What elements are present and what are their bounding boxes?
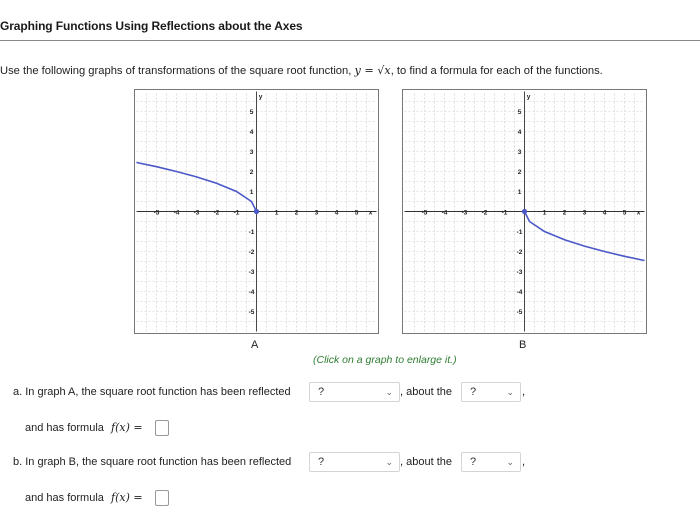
question-b-axis-value: ?: [470, 456, 477, 468]
y-tick-label: -5: [249, 309, 255, 316]
x-axis-label: x: [369, 210, 373, 217]
x-tick-label: 4: [603, 210, 607, 217]
title-divider: [0, 40, 700, 41]
chevron-down-icon: ⌄: [385, 387, 393, 397]
y-tick-label: 1: [250, 189, 254, 196]
y-tick-label: 3: [250, 149, 254, 156]
y-tick-label: -1: [249, 229, 255, 236]
graph-a[interactable]: -5 -4 -3 -2 -1 1 2 3 4 5 -5 -4 -3 -2 -1 1 2 3 4 5 x y: [134, 89, 379, 334]
x-tick-label: -1: [502, 210, 508, 217]
question-a-trailing-comma: ,: [522, 386, 526, 398]
enlarge-hint: (Click on a graph to enlarge it.): [313, 354, 457, 366]
y-axis-label: y: [527, 94, 531, 101]
x-axis-label: x: [637, 210, 641, 217]
x-tick-label: 3: [315, 210, 319, 217]
question-b-reflect-value: ?: [318, 456, 325, 468]
x-tick-label: 2: [563, 210, 567, 217]
x-tick-label: -4: [442, 210, 448, 217]
x-tick-label: 1: [275, 210, 279, 217]
question-a-formula-prefix: and has formula: [25, 422, 104, 434]
question-b-formula-input[interactable]: [155, 490, 169, 506]
x-tick-label: -2: [482, 210, 488, 217]
y-tick-label: 4: [518, 129, 522, 136]
question-a-axis-value: ?: [470, 386, 477, 398]
page-title: Graphing Functions Using Reflections abo…: [0, 19, 303, 33]
y-tick-label: 4: [250, 129, 254, 136]
question-a-formula-input[interactable]: [155, 420, 169, 436]
curve-endpoint: [253, 208, 260, 215]
graph-a-plot: -5 -4 -3 -2 -1 1 2 3 4 5 -5 -4 -3 -2 -1 1 2 3 4 5 x y: [136, 91, 377, 332]
question-b-formula-prefix: and has formula: [25, 492, 104, 504]
chevron-down-icon: ⌄: [506, 387, 514, 397]
graph-a-label: A: [251, 339, 259, 351]
x-tick-label: -5: [154, 210, 160, 217]
graph-b-label: B: [519, 339, 527, 351]
question-a-prompt: a. In graph A, the square root function …: [13, 386, 291, 398]
x-tick-label: -2: [214, 210, 220, 217]
question-a-reflect-select[interactable]: ? ⌄: [309, 382, 400, 402]
y-tick-label: 1: [518, 189, 522, 196]
question-b-about-text: , about the: [400, 456, 452, 468]
graph-b[interactable]: -5 -4 -3 -2 -1 1 2 3 4 5 -5 -4 -3 -2 -1 1 2 3 4 5 x y: [402, 89, 647, 334]
x-tick-label: 1: [543, 210, 547, 217]
x-tick-label: -3: [194, 210, 200, 217]
question-b-axis-select[interactable]: ? ⌄: [461, 452, 521, 472]
y-tick-label: 3: [518, 149, 522, 156]
question-a-reflect-value: ?: [318, 386, 325, 398]
instructions-text-before: Use the following graphs of transformati…: [0, 65, 355, 77]
y-tick-label: -2: [249, 249, 255, 256]
y-axis-label: y: [259, 94, 263, 101]
y-tick-label: -4: [517, 289, 523, 296]
x-tick-label: 4: [335, 210, 339, 217]
y-tick-label: -3: [249, 269, 255, 276]
question-b-formula-math: f(x) =: [111, 491, 143, 504]
chevron-down-icon: ⌄: [506, 457, 514, 467]
x-tick-label: -5: [422, 210, 428, 217]
x-tick-label: -4: [174, 210, 180, 217]
question-b-trailing-comma: ,: [522, 456, 526, 468]
x-tick-label: -3: [462, 210, 468, 217]
x-tick-label: -1: [234, 210, 240, 217]
question-a-axis-select[interactable]: ? ⌄: [461, 382, 521, 402]
graph-b-plot: -5 -4 -3 -2 -1 1 2 3 4 5 -5 -4 -3 -2 -1 1 2 3 4 5 x y: [404, 91, 645, 332]
y-tick-label: -3: [517, 269, 523, 276]
y-tick-label: 2: [250, 169, 254, 176]
question-b-prompt: b. In graph B, the square root function …: [13, 456, 292, 468]
y-tick-label: -4: [249, 289, 255, 296]
y-tick-label: 5: [250, 109, 254, 116]
x-tick-label: 5: [623, 210, 627, 217]
y-tick-label: 5: [518, 109, 522, 116]
question-a-formula-math: f(x) =: [111, 421, 143, 434]
function-curve: [136, 161, 258, 212]
curve-endpoint: [521, 208, 528, 215]
question-a-about-text: , about the: [400, 386, 452, 398]
y-tick-label: -5: [517, 309, 523, 316]
y-tick-label: -2: [517, 249, 523, 256]
x-tick-label: 3: [583, 210, 587, 217]
y-tick-label: -1: [517, 229, 523, 236]
y-tick-label: 2: [518, 169, 522, 176]
x-tick-label: 2: [295, 210, 299, 217]
question-b-reflect-select[interactable]: ? ⌄: [309, 452, 400, 472]
x-tick-label: 5: [355, 210, 359, 217]
instructions-text-after: , to find a formula for each of the func…: [390, 65, 603, 77]
instructions-equation: y = √x: [354, 64, 391, 77]
instructions: Use the following graphs of transformati…: [0, 64, 603, 77]
function-curve: [523, 211, 645, 262]
chevron-down-icon: ⌄: [385, 457, 393, 467]
